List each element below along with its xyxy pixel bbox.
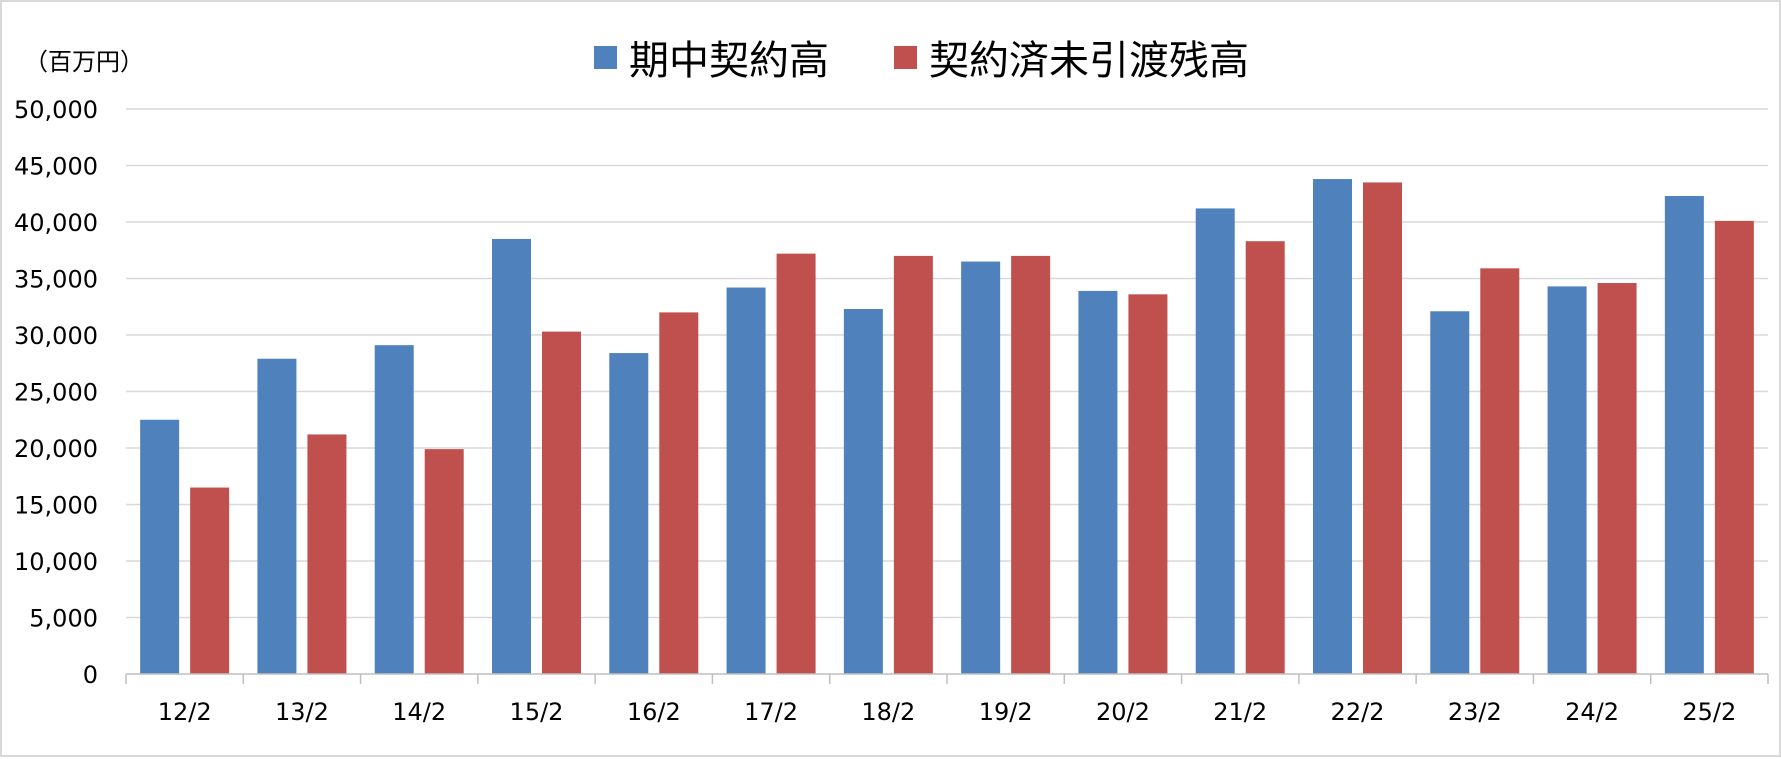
x-tick-label: 16/2 bbox=[627, 698, 681, 726]
bar-contracts bbox=[1195, 208, 1235, 674]
y-tick-label: 5,000 bbox=[29, 605, 98, 633]
bar-contracts bbox=[843, 309, 883, 674]
x-tick-label: 15/2 bbox=[510, 698, 564, 726]
bar-backlog bbox=[190, 487, 230, 674]
bar-backlog bbox=[1480, 268, 1520, 674]
bar-backlog bbox=[1245, 241, 1285, 674]
bar-backlog bbox=[1597, 283, 1637, 674]
bar-contracts bbox=[257, 358, 297, 674]
bar-contracts bbox=[726, 287, 766, 674]
bar-backlog bbox=[307, 434, 347, 674]
bar-contracts bbox=[374, 345, 414, 674]
x-tick-label: 25/2 bbox=[1682, 698, 1736, 726]
legend-label: 期中契約高 bbox=[629, 38, 829, 84]
bar-contracts bbox=[609, 353, 649, 674]
x-tick-label: 23/2 bbox=[1448, 698, 1502, 726]
x-tick-label: 17/2 bbox=[744, 698, 798, 726]
bar-contracts bbox=[1547, 286, 1587, 674]
y-tick-label: 20,000 bbox=[14, 435, 98, 463]
bar-backlog bbox=[893, 255, 933, 674]
y-tick-label: 50,000 bbox=[14, 96, 98, 124]
y-tick-label: 40,000 bbox=[14, 209, 98, 237]
y-tick-label: 35,000 bbox=[14, 266, 98, 294]
x-tick-label: 20/2 bbox=[1096, 698, 1150, 726]
gridlines bbox=[126, 108, 1768, 619]
x-tick-label: 12/2 bbox=[158, 698, 212, 726]
x-tick-label: 14/2 bbox=[392, 698, 446, 726]
legend-swatch bbox=[594, 46, 617, 69]
bar-backlog bbox=[1011, 255, 1051, 674]
y-tick-label: 45,000 bbox=[14, 153, 98, 181]
x-tick-label: 21/2 bbox=[1213, 698, 1267, 726]
bar-contracts bbox=[1664, 196, 1704, 674]
legend-swatch bbox=[894, 46, 917, 69]
x-tick-label: 13/2 bbox=[275, 698, 329, 726]
bar-contracts bbox=[492, 238, 531, 674]
bar-contracts bbox=[1430, 311, 1470, 674]
bar-backlog bbox=[424, 449, 464, 674]
y-tick-label: 30,000 bbox=[14, 322, 98, 350]
axes: 0 5,000 10,000 15,000 20,000 25,000 30,000 35,0… bbox=[14, 96, 1769, 726]
bar-contracts bbox=[1313, 179, 1352, 674]
y-tick-label: 25,000 bbox=[14, 379, 98, 407]
x-tick-label: 18/2 bbox=[861, 698, 915, 726]
bars bbox=[140, 179, 1754, 674]
bar-contracts bbox=[961, 261, 1001, 674]
legend: 期中契約高 契約済未引渡残高 bbox=[594, 38, 1249, 84]
x-tick-label: 19/2 bbox=[979, 698, 1033, 726]
bar-contracts bbox=[1078, 290, 1118, 674]
y-tick-label: 10,000 bbox=[14, 548, 98, 576]
x-tick-label: 22/2 bbox=[1331, 698, 1385, 726]
bar-backlog bbox=[1128, 294, 1168, 674]
bar-backlog bbox=[1714, 220, 1754, 674]
legend-label: 契約済未引渡残高 bbox=[929, 38, 1249, 84]
y-unit-label: （百万円） bbox=[24, 48, 144, 76]
y-tick-label: 0 bbox=[83, 661, 98, 689]
bar-backlog bbox=[542, 331, 581, 674]
y-tick-label: 15,000 bbox=[14, 492, 98, 520]
bar-backlog bbox=[776, 253, 816, 674]
x-tick-label: 24/2 bbox=[1565, 698, 1619, 726]
bar-backlog bbox=[1363, 182, 1402, 674]
bar-backlog bbox=[659, 312, 699, 674]
bar-contracts bbox=[140, 419, 180, 674]
